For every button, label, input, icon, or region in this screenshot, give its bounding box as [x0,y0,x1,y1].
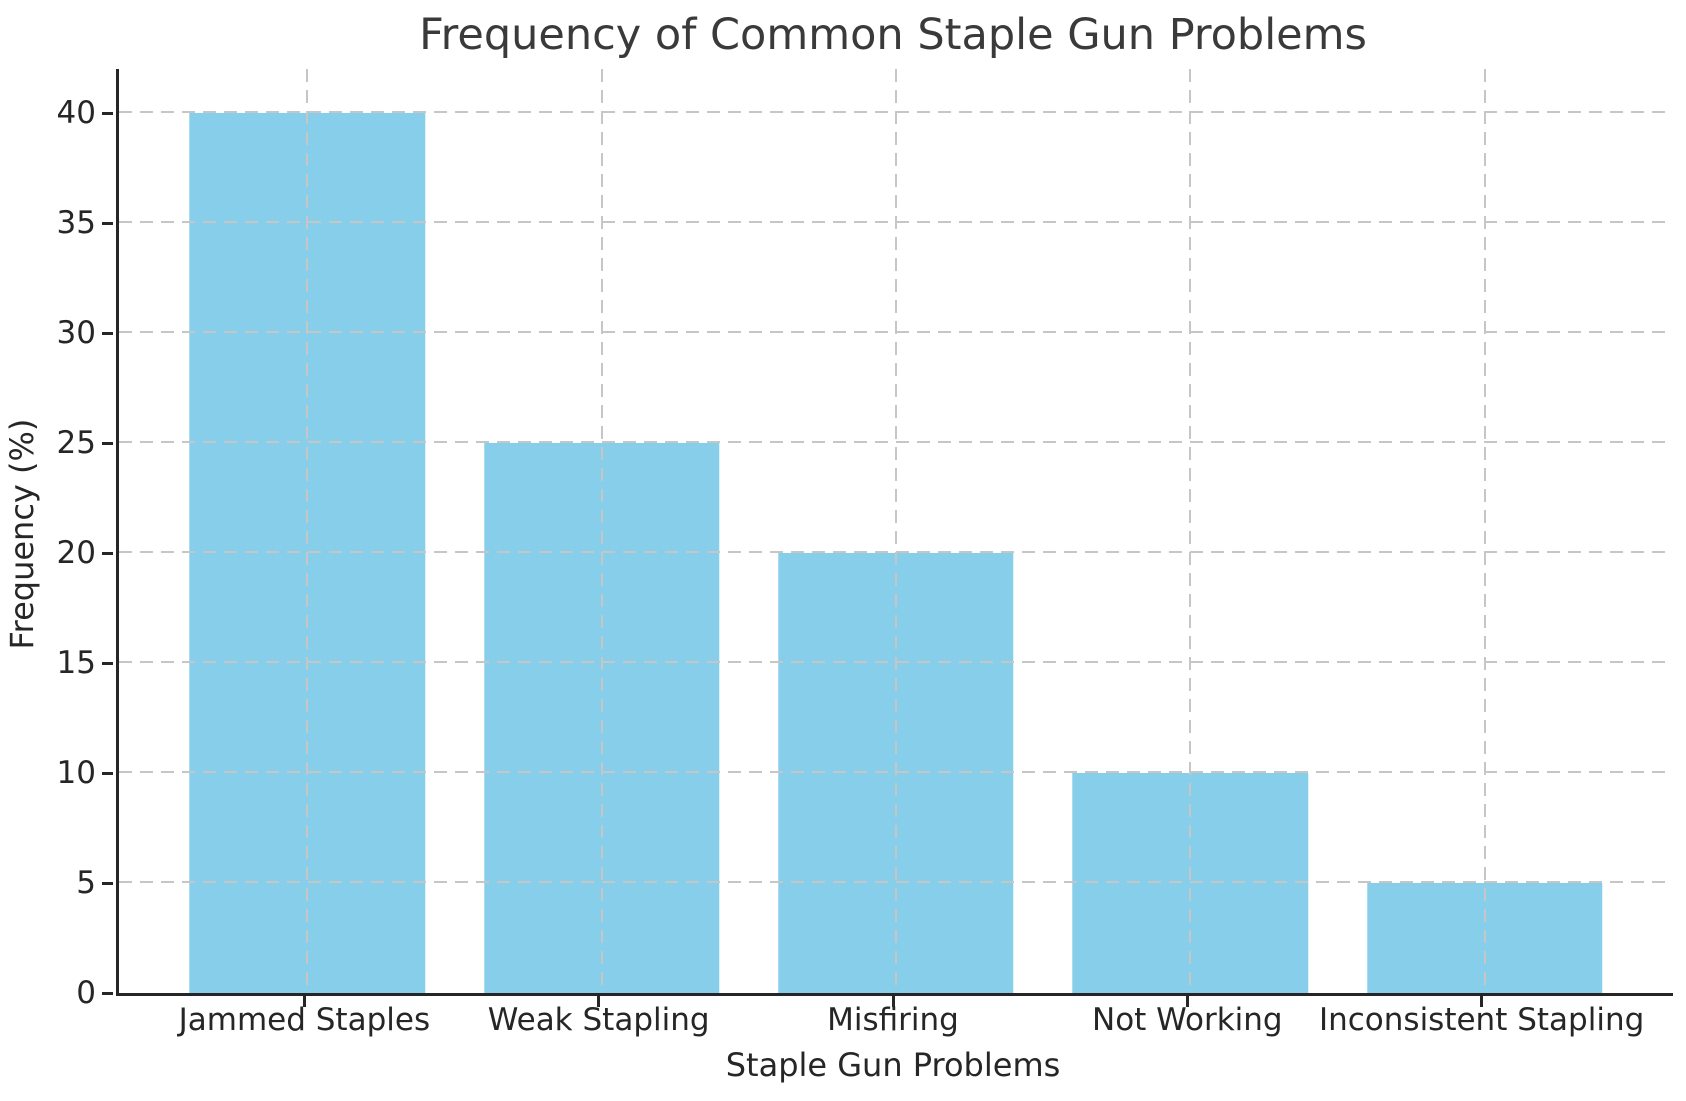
x-tick-mark [1480,996,1484,1007]
chart-title: Frequency of Common Staple Gun Problems [419,10,1367,60]
x-tick-label: Misfiring [827,1002,959,1038]
bar [778,553,1014,993]
y-tick-label: 25 [56,425,96,461]
y-tick-label: 35 [56,205,96,241]
y-axis-label: Frequency (%) [3,418,41,650]
y-tick-mark [102,661,113,665]
x-tick-mark [891,996,895,1007]
y-tick-mark [102,331,113,335]
x-axis-label: Staple Gun Problems [725,1046,1061,1084]
plot-area [116,69,1673,996]
y-tick-label: 15 [56,645,96,681]
bar [189,113,426,993]
x-tick-label: Not Working [1092,1002,1283,1038]
x-tick-label: Jammed Staples [178,1002,431,1038]
y-tick-mark [102,881,113,885]
bar [1366,883,1603,993]
x-tick-label: Weak Stapling [487,1002,710,1038]
y-tick-mark [102,551,113,555]
y-tick-label: 40 [56,95,96,131]
y-tick-label: 20 [56,535,96,571]
bar [1072,773,1309,993]
y-tick-label: 5 [76,865,96,901]
bar [483,443,720,993]
y-tick-mark [102,991,113,995]
y-tick-label: 10 [56,755,96,791]
y-tick-mark [102,111,113,115]
x-tick-label: Inconsistent Stapling [1318,1002,1645,1038]
x-tick-mark [1185,996,1189,1007]
y-tick-mark [102,221,113,225]
y-tick-mark [102,771,113,775]
x-tick-mark [597,996,601,1007]
bars-layer [119,69,1673,993]
y-tick-mark [102,441,113,445]
y-tick-label: 0 [76,975,96,1011]
x-tick-mark [302,996,306,1007]
y-tick-label: 30 [56,315,96,351]
